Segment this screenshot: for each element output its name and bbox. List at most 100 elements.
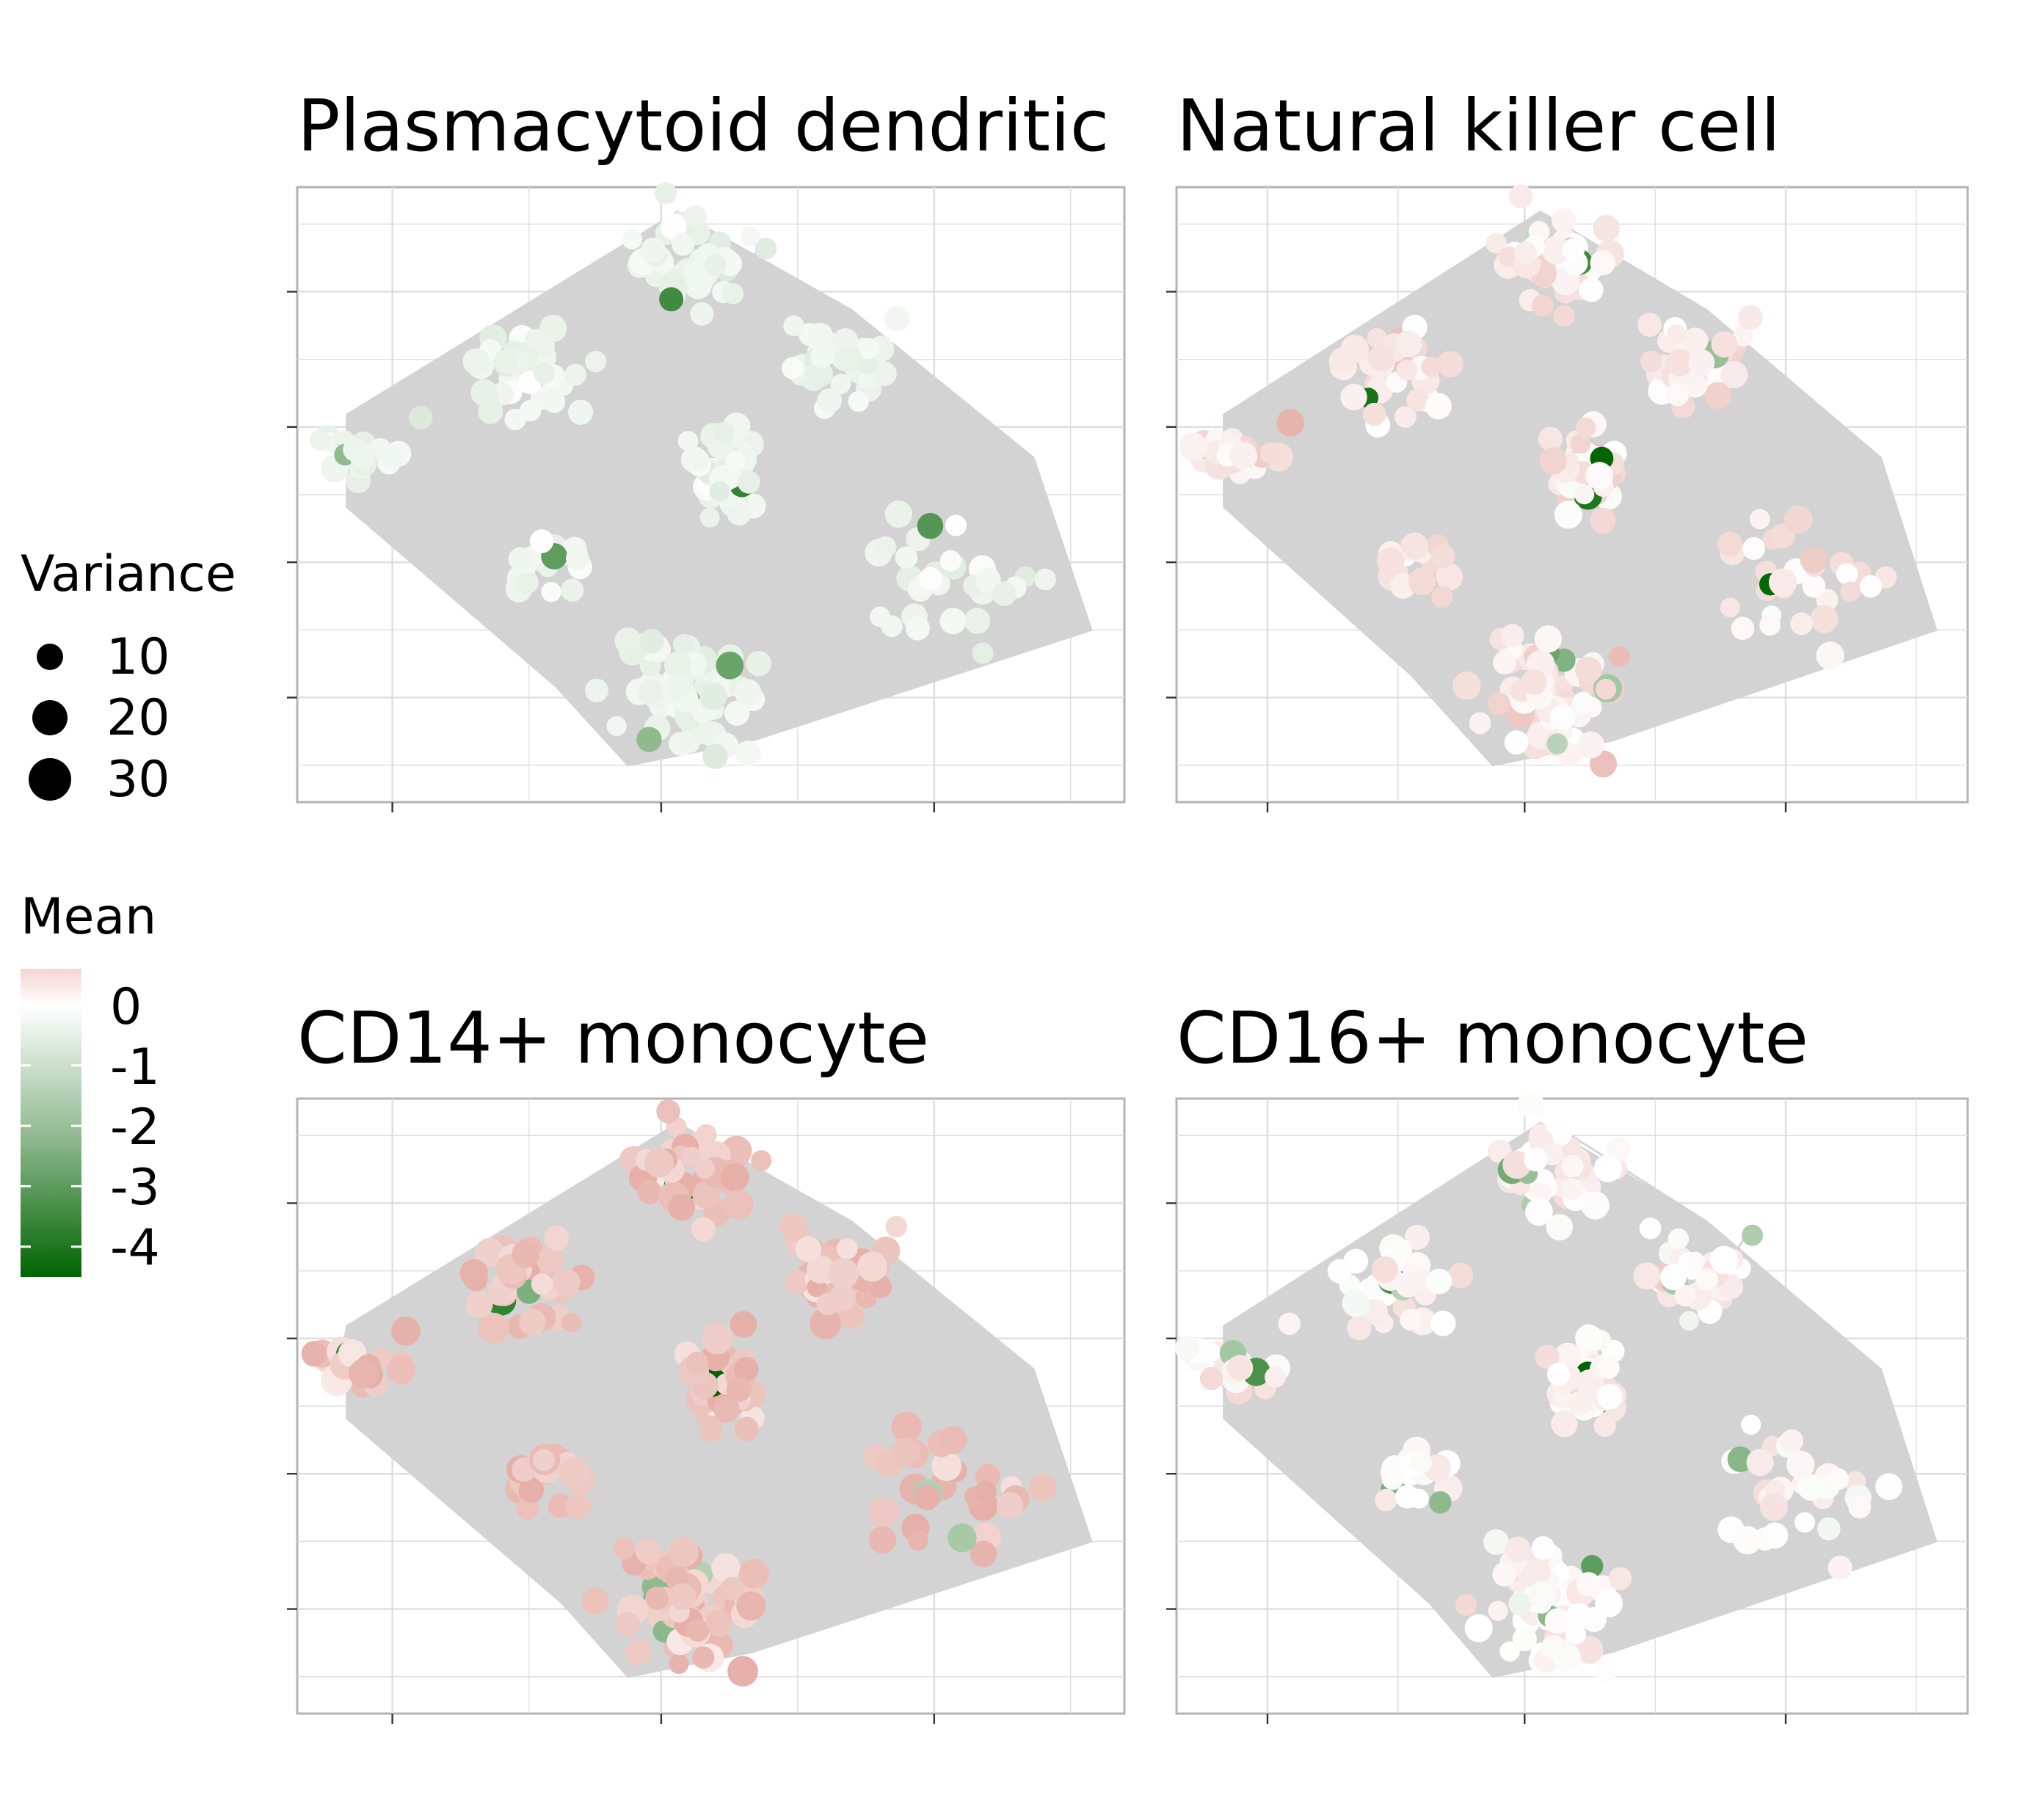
node-point xyxy=(836,1238,858,1259)
node-point xyxy=(1590,250,1615,276)
network-edge xyxy=(1570,257,1937,631)
node-point xyxy=(666,674,691,699)
node-point xyxy=(724,1190,754,1220)
network-edge xyxy=(1223,506,1571,518)
node-point xyxy=(1761,1522,1789,1549)
node-point xyxy=(1738,305,1763,330)
node-point xyxy=(1717,531,1743,557)
node-point xyxy=(1201,1342,1221,1363)
network-edge xyxy=(346,1270,868,1420)
node-point xyxy=(1328,347,1357,376)
node-point xyxy=(713,1396,740,1423)
network-edge xyxy=(346,1325,952,1532)
node-point xyxy=(1568,1390,1593,1416)
node-point xyxy=(531,1273,553,1295)
node-point xyxy=(1327,1259,1352,1284)
node-point xyxy=(668,1193,696,1221)
node-point xyxy=(1394,330,1422,358)
node-point xyxy=(533,363,555,385)
node-point xyxy=(465,1290,493,1319)
node-point xyxy=(654,182,677,205)
node-point xyxy=(1525,1198,1553,1226)
node-point xyxy=(722,283,744,305)
network-edge xyxy=(346,413,980,622)
network-edge xyxy=(1223,1325,1829,1534)
node-point xyxy=(695,1124,717,1146)
node-point xyxy=(585,678,609,702)
node-point xyxy=(751,1150,772,1171)
node-point xyxy=(1875,1473,1903,1501)
node-point xyxy=(1464,1614,1493,1642)
node-point xyxy=(1487,692,1510,716)
node-point xyxy=(1342,1289,1370,1317)
node-point xyxy=(1827,1468,1850,1490)
mean-legend: Mean 0 -1 -2 -3 -4 xyxy=(21,888,160,1277)
node-point xyxy=(637,1179,662,1205)
node-point xyxy=(1430,1310,1456,1336)
node-point xyxy=(1633,1262,1661,1290)
node-point xyxy=(806,1255,835,1284)
node-point xyxy=(1553,305,1575,327)
node-point xyxy=(1711,331,1738,358)
node-point xyxy=(525,329,547,351)
node-point xyxy=(730,1311,757,1338)
mean-label-0: 0 xyxy=(110,978,142,1036)
network-edge xyxy=(1428,371,1672,693)
node-point xyxy=(1608,1567,1632,1590)
node-point xyxy=(1576,418,1596,438)
node-point xyxy=(635,1538,662,1565)
node-point xyxy=(725,451,746,471)
facet-title-cd16: CD16+ monocyte xyxy=(1177,997,1808,1080)
panels-group xyxy=(287,182,1969,1724)
node-point xyxy=(737,470,760,494)
node-point xyxy=(1452,671,1481,700)
node-point xyxy=(1561,1154,1584,1178)
node-point xyxy=(857,338,879,360)
node-point xyxy=(1750,509,1770,530)
node-point xyxy=(713,421,735,444)
network-edge xyxy=(1563,1130,1708,1223)
mean-label-neg1: -1 xyxy=(110,1038,160,1096)
node-point xyxy=(544,1225,570,1251)
network-edge xyxy=(1491,1157,1524,1677)
node-point xyxy=(519,1308,546,1336)
network-edge xyxy=(1604,456,1881,462)
node-point xyxy=(625,1638,653,1667)
node-point xyxy=(1733,1526,1761,1554)
node-point xyxy=(1640,350,1662,373)
node-point xyxy=(1367,345,1394,372)
network-edge xyxy=(1223,332,1677,509)
node-point xyxy=(939,608,967,635)
node-point xyxy=(734,679,762,707)
network-edge xyxy=(1384,1272,1881,1371)
node-point xyxy=(349,1358,379,1388)
network-edge xyxy=(1610,562,1838,742)
node-point xyxy=(1493,651,1516,675)
node-point xyxy=(1260,442,1282,465)
node-point xyxy=(1596,1383,1623,1410)
node-point xyxy=(636,727,662,752)
network-edge xyxy=(346,1417,549,1465)
node-point xyxy=(716,651,744,680)
network-edge xyxy=(346,413,715,469)
node-point xyxy=(1816,641,1844,670)
network-edge xyxy=(561,473,730,693)
network-edge xyxy=(1560,628,1937,692)
node-point xyxy=(1534,625,1563,653)
variance-label-10: 10 xyxy=(106,628,170,686)
mean-label-neg4: -4 xyxy=(110,1219,160,1277)
network-edge xyxy=(1223,506,1498,641)
node-point xyxy=(1391,1239,1413,1261)
node-point xyxy=(1396,359,1418,381)
network-edge xyxy=(1428,1180,1562,1604)
node-point xyxy=(885,1215,907,1238)
node-point xyxy=(1278,1312,1301,1336)
node-point xyxy=(868,1526,897,1554)
node-point xyxy=(1541,1634,1567,1661)
node-point xyxy=(1436,563,1463,591)
node-point xyxy=(1574,656,1602,683)
facet-panel-1 xyxy=(1166,184,1969,812)
node-point xyxy=(1800,546,1828,574)
node-point xyxy=(537,1247,564,1274)
node-point xyxy=(740,226,760,247)
